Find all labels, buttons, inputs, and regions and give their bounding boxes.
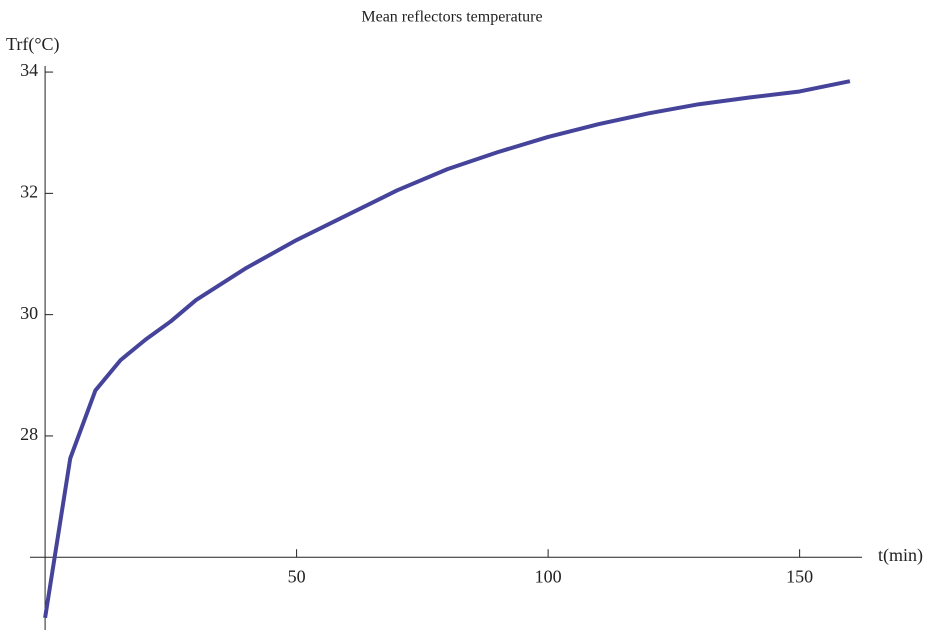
y-tick-label: 32 [20, 181, 38, 201]
line-series [43, 79, 851, 619]
y-tick-label: 34 [20, 60, 38, 80]
chart-title: Mean reflectors temperature [361, 9, 542, 26]
y-axis-label: Trf(°C) [6, 34, 60, 55]
y-tick-label: 30 [20, 303, 38, 323]
x-tick-label: 100 [535, 566, 562, 586]
x-axis-label: t(min) [878, 545, 923, 566]
x-tick-label: 150 [786, 566, 813, 586]
x-tick-label: 50 [288, 566, 306, 586]
y-tick-label: 28 [20, 424, 38, 444]
